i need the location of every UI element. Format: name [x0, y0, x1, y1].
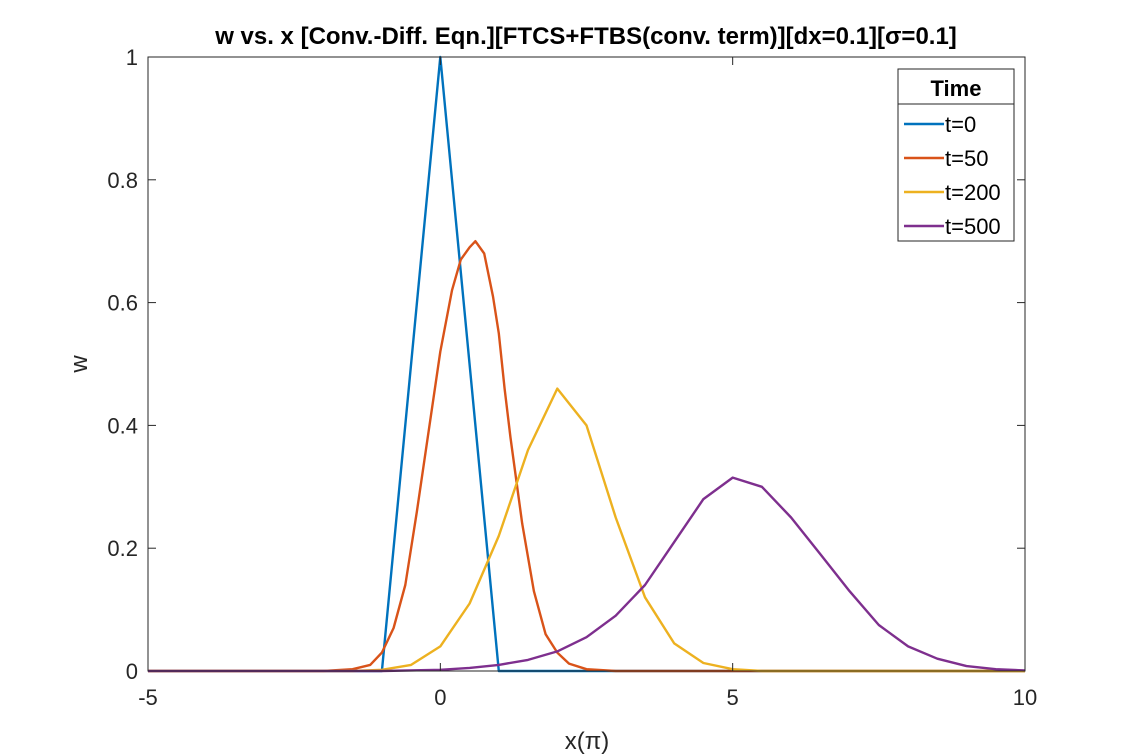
- legend-box: [897, 68, 1015, 242]
- legend-entry-label: t=50: [945, 146, 988, 171]
- plot-area: [148, 57, 1025, 671]
- legend-entry-label: t=200: [945, 180, 1001, 205]
- y-tick-label: 1: [126, 45, 138, 70]
- y-tick-label: 0.6: [107, 291, 138, 316]
- y-tick-label: 0.2: [107, 536, 138, 561]
- series-line-4: [148, 476, 1026, 673]
- legend: Time t=0 t=50 t=200 t=500: [897, 68, 1015, 242]
- legend-items: t=0 t=50 t=200 t=500: [904, 112, 1001, 239]
- x-axis-label: x(π): [565, 728, 610, 755]
- series-line-3: [148, 387, 1025, 673]
- legend-entry-label: t=0: [945, 112, 976, 137]
- x-tick-label: 10: [1013, 685, 1037, 710]
- series-line-2: [148, 239, 1025, 673]
- y-axis-label: w: [66, 355, 93, 374]
- axes-box: [147, 56, 1026, 672]
- x-tick-label: -5: [138, 685, 158, 710]
- y-tick-label: 0.8: [107, 168, 138, 193]
- y-tick-label: 0.4: [107, 413, 138, 438]
- x-tick-label: 0: [434, 685, 446, 710]
- y-tick-label: 0: [126, 659, 138, 684]
- x-tick-label: 5: [727, 685, 739, 710]
- legend-title: Time: [931, 76, 982, 101]
- legend-entry-label: t=500: [945, 214, 1001, 239]
- chart-title: w vs. x [Conv.-Diff. Eqn.][FTCS+FTBS(con…: [214, 23, 957, 50]
